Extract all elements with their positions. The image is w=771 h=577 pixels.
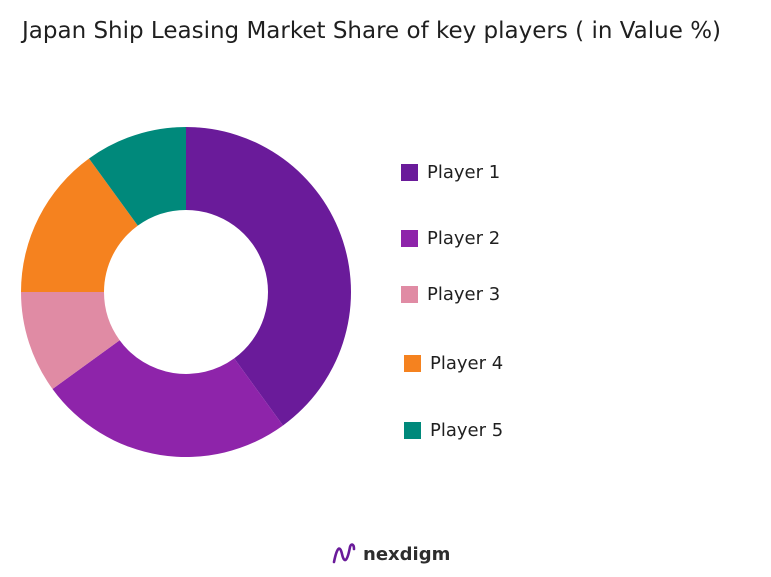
slice-player-4 [21, 158, 138, 292]
brand-logo: nexdigm [331, 541, 450, 567]
brand-name: nexdigm [363, 543, 451, 565]
slice-player-2 [52, 340, 283, 457]
nexdigm-logo-icon [332, 543, 356, 564]
chart-title: Japan Ship Leasing Market Share of key p… [22, 18, 722, 44]
slice-player-3 [21, 292, 120, 389]
slice-player-1 [186, 127, 351, 426]
slice-player-5 [89, 127, 186, 226]
